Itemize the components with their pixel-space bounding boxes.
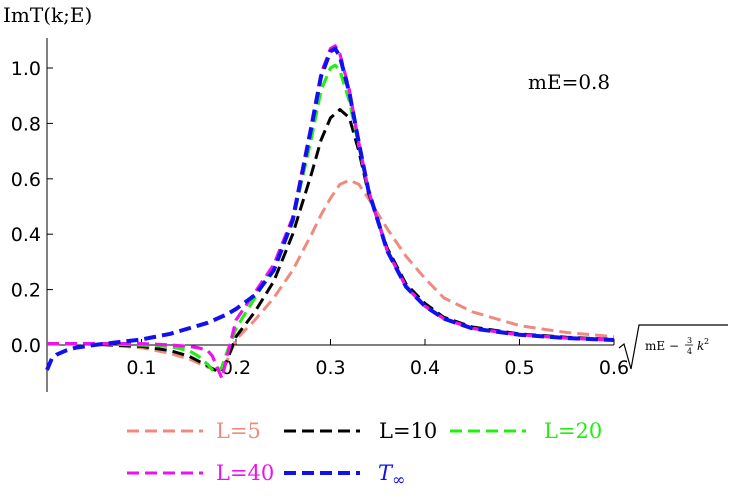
x-axis-label-variable: k [697,339,704,353]
legend-item-l40: L=40 [127,461,274,485]
series-line-l20 [47,63,615,375]
x-axis-label-exponent: 2 [704,337,709,346]
x-axis-label-fraction-den: 4 [687,347,692,356]
x-tick-label: 0.4 [410,357,440,379]
x-tick-label: 0.3 [315,357,345,379]
legend-label-tinf-main: T [378,461,394,485]
legend-label-l10: L=10 [379,419,437,443]
legend-item-l10: L=10 [284,419,437,443]
y-tick-label: 0.2 [11,280,41,302]
annotation-text: mE=0.8 [528,70,610,94]
x-tick-label: 0.2 [221,357,251,379]
plot-area: 0.0 0.2 0.4 0.6 0.8 1.0 0.1 0.2 0.3 0.4 0.5 0.6 [11,38,629,392]
y-tick-label: 0.4 [11,224,41,246]
x-axis-label-fraction-num: 3 [687,336,692,345]
y-tick-label: 1.0 [11,58,41,80]
legend-label-tinf: T∞ [378,461,405,489]
x-tick-label: 0.6 [599,357,629,379]
legend-label-l20: L=20 [544,419,602,443]
y-ticks: 0.0 0.2 0.4 0.6 0.8 1.0 [11,58,53,357]
legend-label-l5: L=5 [216,419,261,443]
y-axis-label: ImT(k;E) [3,3,92,27]
x-axis-label: mE − 3 4 k 2 [618,324,728,370]
legend-label-l40: L=40 [216,461,274,485]
series-line-l40 [47,44,615,380]
legend-item-l20: L=20 [450,419,602,443]
legend-label-tinf-sub: ∞ [392,470,405,489]
radical-sign-icon [618,324,728,370]
series-line-l10 [46,108,615,373]
y-tick-label: 0.0 [11,335,41,357]
legend-item-tinf: T∞ [284,461,405,489]
x-tick-label: 0.5 [504,357,534,379]
y-tick-label: 0.6 [11,169,41,191]
series-line-tinf [45,46,615,371]
series-line-l5 [46,178,615,372]
y-tick-label: 0.8 [11,113,41,135]
x-axis-label-radicand: mE − [645,339,679,353]
legend: L=5 L=10 L=20 L=40 T∞ [127,419,602,489]
x-ticks: 0.1 0.2 0.3 0.4 0.5 0.6 [126,339,629,379]
x-tick-label: 0.1 [126,357,156,379]
legend-item-l5: L=5 [127,419,261,443]
series-group [45,44,615,380]
